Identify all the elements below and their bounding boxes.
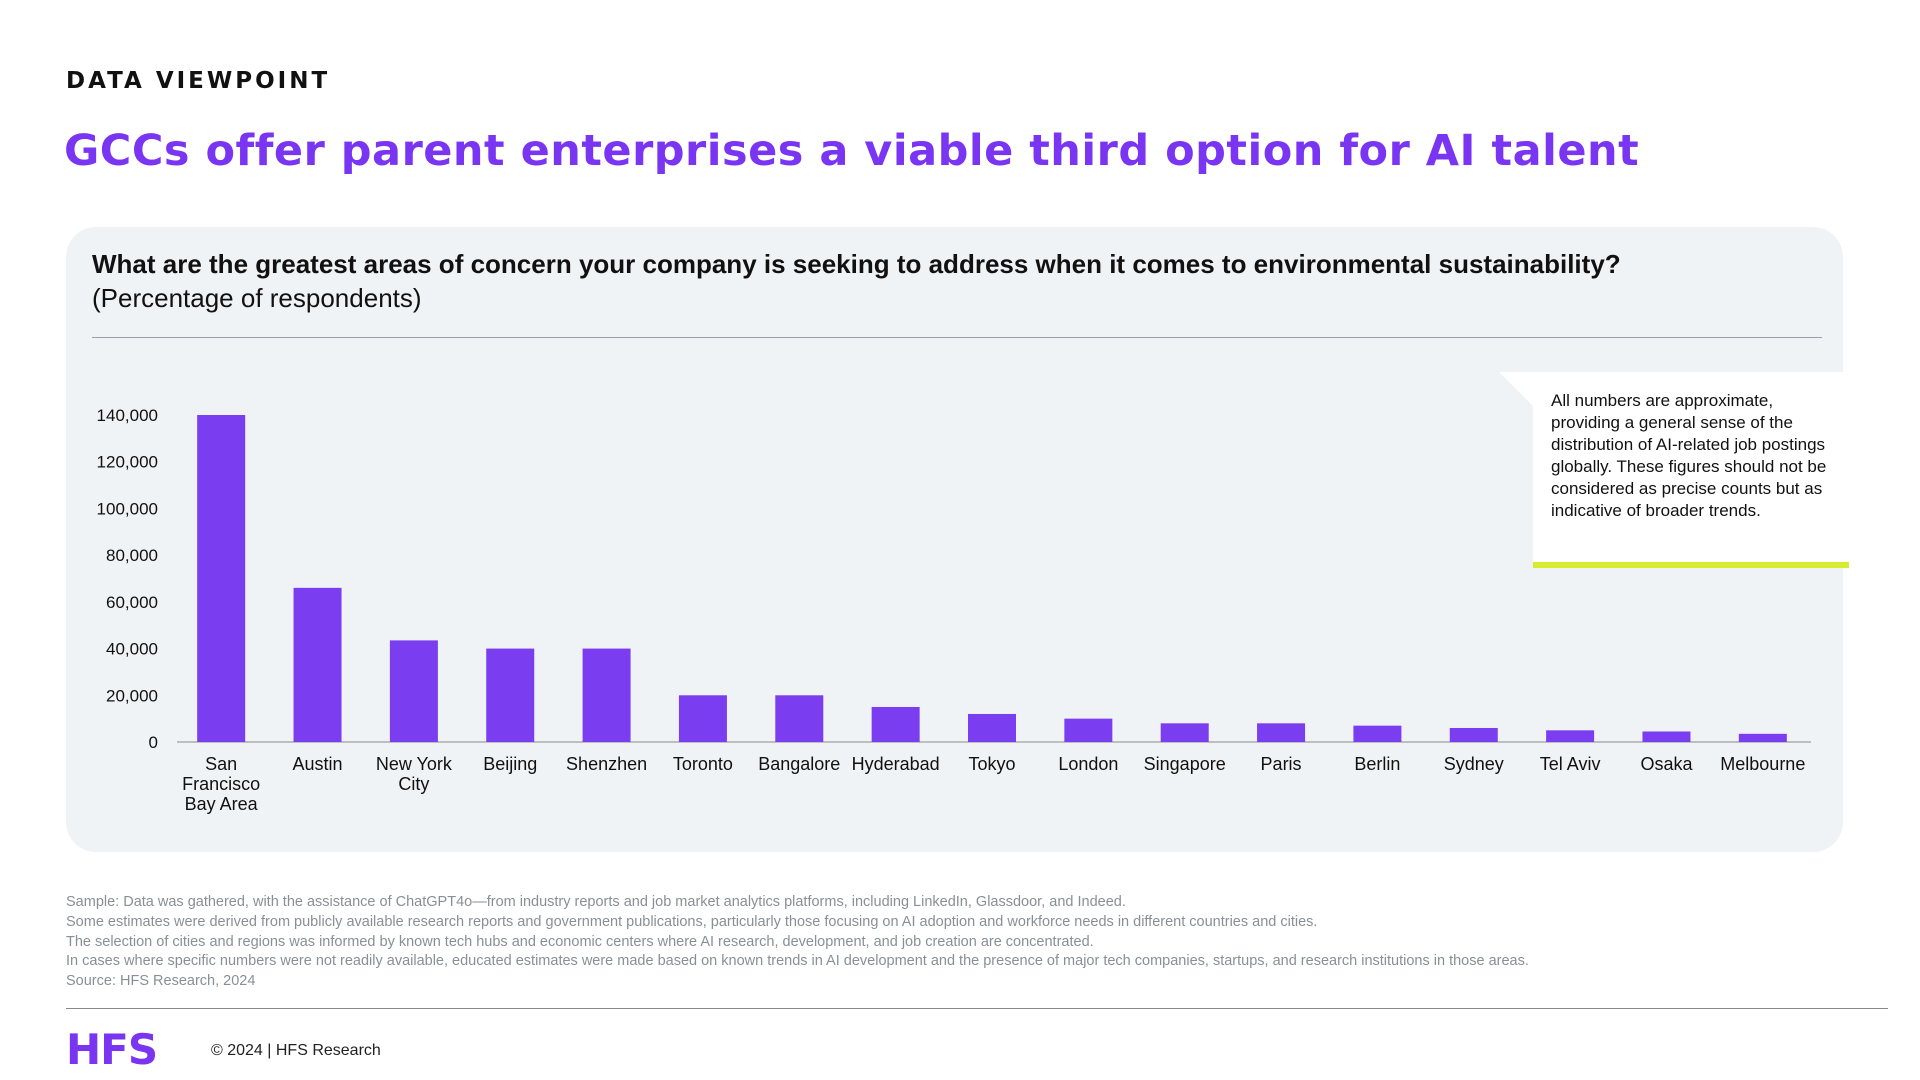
x-category-label: Paris bbox=[1261, 754, 1302, 774]
bar-chart: 0 20,000 40,000 60,000 80,000 100,000 120,000 1… bbox=[97, 406, 1811, 814]
bar bbox=[582, 648, 631, 742]
chart-question: What are the greatest areas of concern y… bbox=[92, 249, 1621, 279]
bar bbox=[293, 587, 342, 742]
y-tick-label: 0 bbox=[149, 733, 158, 752]
x-category-label: Tel Aviv bbox=[1540, 754, 1601, 774]
bar bbox=[1353, 725, 1402, 742]
footnotes: Sample: Data was gathered, with the assi… bbox=[66, 893, 1529, 992]
x-category-label: Shenzhen bbox=[566, 754, 647, 774]
eyebrow-label: DATA VIEWPOINT bbox=[66, 68, 331, 94]
x-category-label: Melbourne bbox=[1720, 754, 1805, 774]
x-category-label: Tokyo bbox=[968, 754, 1015, 774]
y-tick-label: 80,000 bbox=[106, 546, 158, 565]
footnote-selection: The selection of cities and regions was … bbox=[66, 933, 1094, 950]
x-category-label: Berlin bbox=[1354, 754, 1400, 774]
bar bbox=[1064, 718, 1113, 742]
chart-panel: What are the greatest areas of concern y… bbox=[66, 227, 1849, 852]
bar bbox=[1449, 727, 1498, 742]
footnote-source: Source: HFS Research, 2024 bbox=[66, 973, 256, 990]
bar bbox=[968, 713, 1016, 742]
y-tick-label: 100,000 bbox=[97, 499, 158, 518]
footnote-method: In cases where specific numbers were not… bbox=[66, 953, 1529, 970]
note-corner bbox=[1499, 372, 1533, 406]
title-divider bbox=[92, 337, 1822, 338]
x-category-label: Hyderabad bbox=[852, 754, 940, 774]
page-headline: GCCs offer parent enterprises a viable t… bbox=[64, 126, 1640, 176]
note-box bbox=[1533, 372, 1849, 568]
bar bbox=[1642, 731, 1691, 742]
y-tick-label: 120,000 bbox=[97, 453, 158, 472]
y-tick-label: 20,000 bbox=[106, 686, 158, 705]
y-tick-label: 40,000 bbox=[106, 640, 158, 659]
bar bbox=[1257, 723, 1306, 742]
x-category-label: Sydney bbox=[1444, 754, 1504, 774]
approximation-note: All numbers are approximate, providing a… bbox=[1499, 372, 1849, 568]
bar bbox=[486, 648, 535, 742]
note-accent-bar bbox=[1533, 562, 1849, 568]
footer-divider bbox=[66, 1008, 1888, 1009]
bar bbox=[197, 415, 246, 742]
footnote-sample: Sample: Data was gathered, with the assi… bbox=[66, 894, 1126, 910]
bar bbox=[871, 706, 920, 742]
x-category-label: Beijing bbox=[483, 754, 537, 774]
bar bbox=[389, 640, 438, 742]
bar bbox=[1546, 730, 1595, 742]
x-category-label: London bbox=[1058, 754, 1118, 774]
copyright: © 2024 | HFS Research bbox=[211, 1042, 381, 1059]
x-category-label: Bangalore bbox=[758, 754, 840, 774]
x-category-label: Austin bbox=[293, 754, 343, 774]
x-category-label: San Francisco Bay Area bbox=[182, 754, 260, 814]
chart-subtitle: (Percentage of respondents) bbox=[92, 283, 422, 313]
bar bbox=[678, 695, 727, 742]
hfs-logo: HFS bbox=[66, 1025, 158, 1074]
note-text: All numbers are approximate, providing a… bbox=[1551, 391, 1827, 520]
y-tick-label: 140,000 bbox=[97, 406, 158, 425]
x-category-label: Singapore bbox=[1144, 754, 1226, 774]
footnote-estimates: Some estimates were derived from publicl… bbox=[66, 913, 1318, 930]
bar bbox=[1738, 733, 1787, 742]
y-tick-label: 60,000 bbox=[106, 593, 158, 612]
x-category-label: Toronto bbox=[673, 754, 733, 774]
x-category-label: New York City bbox=[376, 754, 453, 794]
x-category-label: Osaka bbox=[1640, 754, 1693, 774]
bar bbox=[775, 695, 824, 742]
bar bbox=[1160, 723, 1209, 742]
